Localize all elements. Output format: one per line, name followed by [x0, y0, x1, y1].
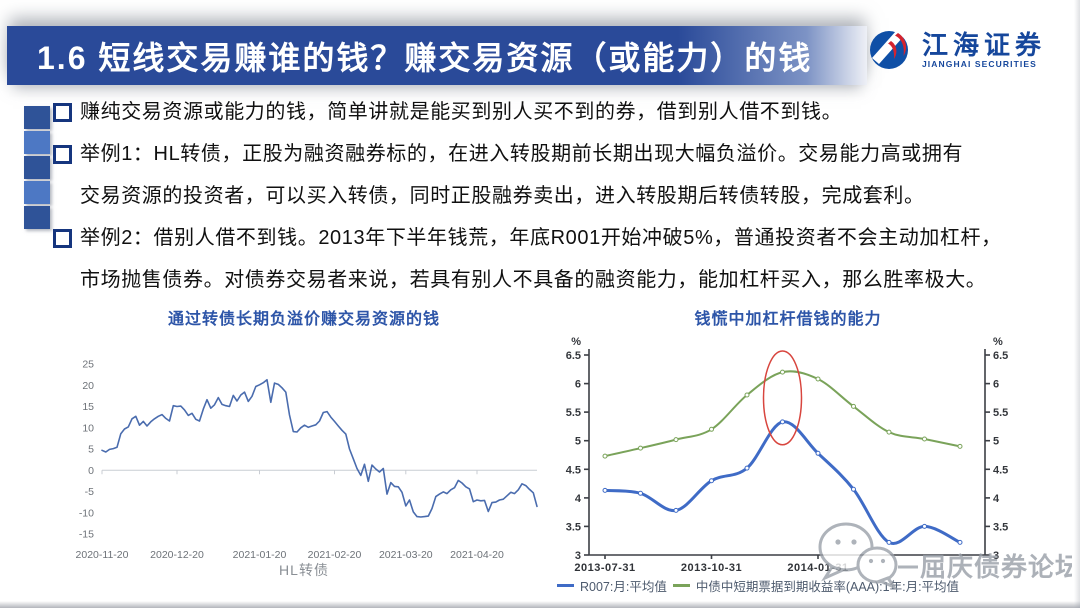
svg-text:2021-04-20: 2021-04-20	[450, 549, 504, 561]
repo-rate-chart: 6.5 6.5 6 6 5.5 5.5 5 5 4.5 4.5 4 4 3.5 3.5 3 3% % 2013-0…	[566, 337, 1009, 574]
svg-text:6.5: 6.5	[993, 350, 1008, 362]
svg-text:20: 20	[82, 380, 94, 392]
svg-text:6: 6	[575, 379, 581, 391]
legend-dash-bond-yield	[672, 584, 690, 587]
deco-square	[24, 206, 50, 229]
chart-right-panel: 钱慌中加杠杆借钱的能力 6.5 6.5 6 6 5.5 5.5 5 5 4.5 4.5 4 4 3.5 3…	[553, 308, 1023, 595]
svg-text:2014-01-31: 2014-01-31	[787, 562, 848, 574]
svg-text:3: 3	[575, 550, 581, 562]
chart-right-title: 钱慌中加杠杆借钱的能力	[694, 311, 882, 328]
svg-text:2013-07-31: 2013-07-31	[574, 562, 635, 574]
svg-text:4: 4	[993, 493, 1000, 505]
svg-text:5: 5	[88, 444, 94, 456]
svg-text:3.5: 3.5	[566, 521, 581, 533]
bullet-item: 举例2：借别人借不到钱。2013年下半年钱荒，年底R001开始冲破5%，普通投资…	[53, 217, 1067, 301]
svg-text:25: 25	[82, 359, 94, 371]
svg-text:-15: -15	[79, 529, 94, 541]
svg-text:5: 5	[993, 436, 999, 448]
svg-text:0: 0	[88, 465, 94, 477]
slide-right-edge	[1074, 0, 1080, 608]
chart-left-title: 通过转债长期负溢价赚交易资源的钱	[167, 311, 440, 328]
svg-text:2021-02-20: 2021-02-20	[308, 549, 362, 561]
bullet-item: 赚纯交易资源或能力的钱，简单讲就是能买到别人买不到的券，借到别人借不到钱。	[53, 91, 1067, 133]
svg-text:4.5: 4.5	[566, 464, 581, 476]
svg-text:6: 6	[993, 379, 999, 391]
bullet-square-icon	[53, 229, 72, 248]
deco-square	[24, 131, 50, 154]
svg-text:2020-11-20: 2020-11-20	[76, 549, 129, 561]
svg-text:4.5: 4.5	[993, 464, 1008, 476]
deco-square	[24, 106, 50, 129]
slide-bottom-edge	[0, 601, 1080, 608]
legend-label-r007: R007:月:平均值	[580, 580, 667, 594]
svg-text:3.5: 3.5	[993, 521, 1008, 533]
logo-name-cn: 江海证券	[921, 30, 1046, 60]
bullet-text: 举例1：HL转债，正股为融资融券标的，在进入转股期前长期出现大幅负溢价。交易能力…	[80, 143, 964, 207]
chart-left-panel: 通过转债长期负溢价赚交易资源的钱 25 20 15 10 5 0 -5 -10 -15 2020-…	[58, 308, 550, 580]
jianghai-logo-icon	[869, 31, 908, 69]
svg-text:3: 3	[993, 550, 999, 562]
company-logo: 江海证券 JIANGHAI SECURITIES	[867, 27, 1046, 73]
svg-text:%: %	[571, 337, 581, 348]
svg-text:6.5: 6.5	[566, 350, 581, 362]
decorative-squares	[24, 106, 50, 231]
chart-left-legend: HL转债	[279, 562, 329, 578]
legend-label-bond-yield: 中债中短期票据到期收益率(AAA):1年:月:平均值	[695, 580, 960, 594]
svg-text:10: 10	[82, 422, 94, 434]
legend-dash-r007	[557, 584, 574, 587]
bullet-square-icon	[53, 103, 72, 122]
bullet-text: 赚纯交易资源或能力的钱，简单讲就是能买到别人买不到的券，借到别人借不到钱。	[80, 101, 843, 123]
svg-text:5.5: 5.5	[993, 407, 1008, 419]
title-bar: 1.6 短线交易赚谁的钱？赚交易资源（或能力）的钱	[7, 26, 867, 85]
bullet-item: 举例1：HL转债，正股为融资融券标的，在进入转股期前长期出现大幅负溢价。交易能力…	[53, 133, 1067, 217]
svg-text:5.5: 5.5	[566, 407, 581, 419]
svg-text:2021-03-20: 2021-03-20	[379, 549, 433, 561]
convertible-bond-premium-chart: 25 20 15 10 5 0 -5 -10 -15 2020-11-20 2020-12-20 20…	[76, 359, 538, 561]
deco-square	[24, 181, 50, 204]
svg-text:15: 15	[82, 401, 94, 413]
bullet-text: 举例2：借别人借不到钱。2013年下半年钱荒，年底R001开始冲破5%，普通投资…	[80, 227, 1002, 291]
logo-text: 江海证券 JIANGHAI SECURITIES	[922, 31, 1046, 69]
logo-name-en: JIANGHAI SECURITIES	[921, 59, 1037, 69]
bullet-square-icon	[53, 145, 72, 164]
svg-text:%: %	[993, 337, 1003, 348]
svg-text:-5: -5	[85, 486, 94, 498]
svg-text:2020-12-20: 2020-12-20	[150, 549, 204, 561]
deco-square	[24, 156, 50, 179]
svg-text:2021-01-20: 2021-01-20	[233, 549, 287, 561]
bullet-list: 赚纯交易资源或能力的钱，简单讲就是能买到别人买不到的券，借到别人借不到钱。 举例…	[53, 91, 1067, 301]
chart-right-legend: R007:月:平均值 中债中短期票据到期收益率(AAA):1年:月:平均值	[553, 576, 1023, 595]
page-title: 1.6 短线交易赚谁的钱？赚交易资源（或能力）的钱	[37, 39, 813, 76]
svg-text:4: 4	[575, 493, 582, 505]
svg-text:-10: -10	[79, 507, 94, 519]
svg-text:5: 5	[575, 436, 581, 448]
svg-text:2013-10-31: 2013-10-31	[681, 562, 742, 574]
